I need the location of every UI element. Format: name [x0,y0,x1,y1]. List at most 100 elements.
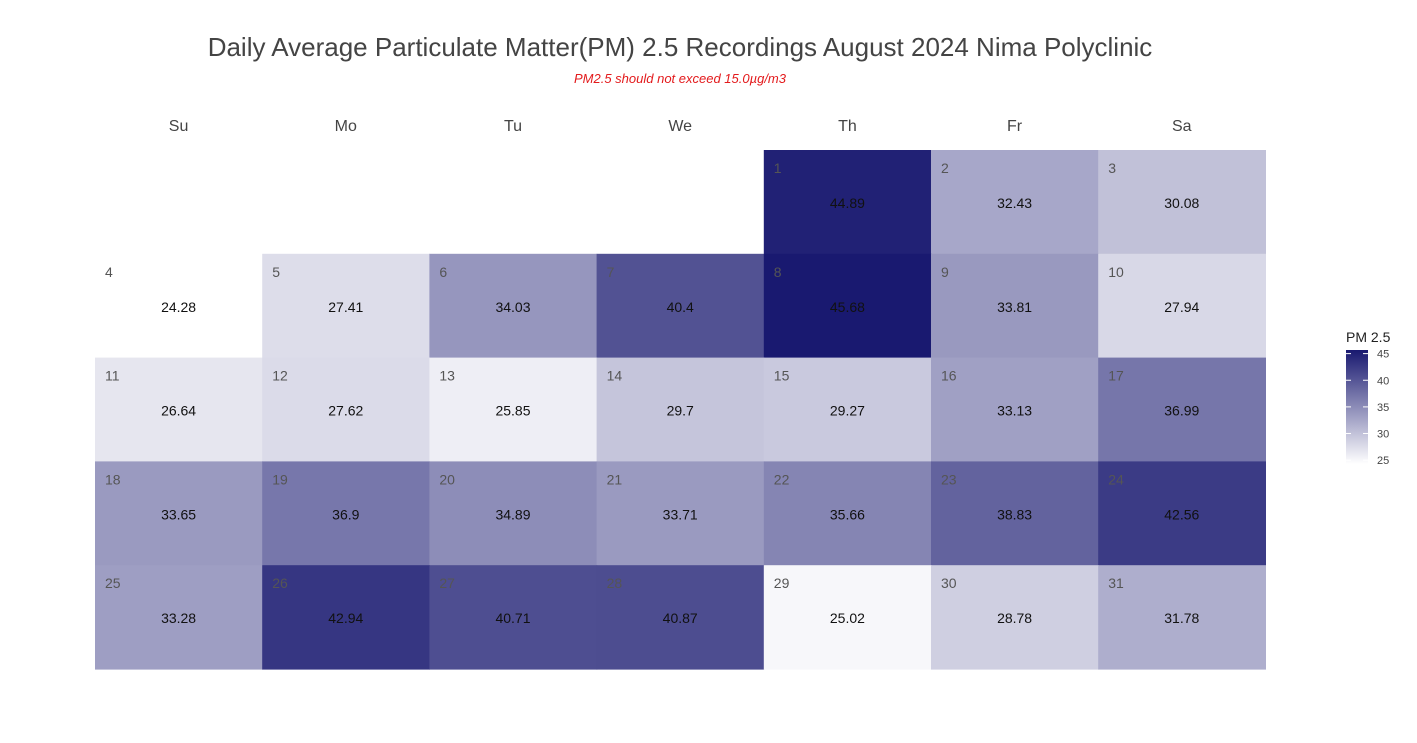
weekday-label-fr: Fr [1007,118,1023,135]
day-number: 31 [1108,575,1124,591]
legend-tick-label: 30 [1377,429,1389,441]
day-cell: 232.43 [931,150,1099,255]
day-value: 44.89 [830,195,865,211]
day-number: 17 [1108,368,1124,384]
day-cell-tile [763,461,932,566]
day-number: 7 [607,264,615,280]
day-cell-tile [429,253,598,359]
day-cell-tile [596,565,765,670]
day-number: 10 [1108,264,1124,280]
day-number: 8 [774,264,782,280]
day-value: 28.78 [997,610,1032,626]
day-number: 25 [105,575,121,591]
day-cell: 25 33.28 [95,565,263,670]
day-cell: 14 29.7 [596,357,765,462]
day-cell-tile [596,461,765,566]
day-value: 27.94 [1164,299,1199,315]
day-cell-tile [596,253,765,359]
day-cell: 740.4 [596,253,765,359]
day-cell: 330.08 [1098,150,1266,255]
day-cell-tile [262,461,430,566]
weekday-label-sa: Sa [1172,118,1192,135]
day-cell-tile [1098,253,1266,359]
day-number: 12 [272,368,288,384]
day-value: 33.81 [997,299,1032,315]
day-cell: 17 36.99 [1098,357,1266,462]
legend-tick-label: 35 [1377,402,1389,414]
day-value: 30.08 [1164,195,1199,211]
day-cell: 22 35.66 [763,461,932,566]
day-cell: 24 42.56 [1098,461,1266,566]
day-cell: 10 27.94 [1098,253,1266,359]
day-cell: 13 25.85 [429,357,598,462]
day-number: 5 [272,264,280,280]
day-number: 13 [439,368,455,384]
day-number: 28 [607,575,623,591]
day-value: 36.99 [1164,403,1199,419]
day-value: 25.02 [830,610,865,626]
day-number: 4 [105,264,113,280]
day-cell: 634.03 [429,253,598,359]
day-value: 33.65 [161,506,196,522]
day-number: 27 [439,575,455,591]
day-cell: 15 29.27 [763,357,932,462]
day-number: 29 [774,575,790,591]
day-cell-tile [262,357,430,462]
legend-tick-label: 25 [1377,455,1389,467]
day-number: 11 [105,368,120,384]
day-cell-tile [262,565,430,670]
day-number: 6 [439,264,447,280]
day-cell-tile [596,357,765,462]
chart-title: Daily Average Particulate Matter(PM) 2.5… [207,32,1153,62]
legend-tick-label: 40 [1377,375,1389,387]
weekday-labels: Su Mo Tu We Th Fr Sa [169,118,1192,135]
legend-colorbar [1346,350,1368,464]
weekday-label-tu: Tu [504,118,522,135]
day-cell: 27 40.71 [429,565,598,670]
day-cell-tile [931,565,1099,670]
day-number: 18 [105,471,121,487]
day-cell: 31 31.78 [1098,565,1266,670]
day-cell-tile [763,253,932,359]
day-cell-tile [262,253,430,359]
day-value: 32.43 [997,195,1032,211]
day-number: 24 [1108,471,1124,487]
day-cell-tile [95,461,263,566]
day-cell-tile [95,253,263,359]
day-value: 34.89 [495,506,530,522]
day-number: 9 [941,264,949,280]
day-number: 23 [941,471,957,487]
day-value: 34.03 [495,299,530,315]
day-cell-tile [763,357,932,462]
day-number: 21 [607,471,623,487]
day-number: 2 [941,160,949,176]
day-cell: 424.28 [95,253,263,359]
day-cell-tile [1098,565,1266,670]
day-value: 25.85 [495,403,530,419]
day-cell-tile [1098,357,1266,462]
day-number: 3 [1108,160,1116,176]
day-cell: 12 27.62 [262,357,430,462]
day-cell-tile [763,150,932,255]
weekday-label-su: Su [169,118,189,135]
legend-tick-label: 45 [1377,349,1389,361]
day-cell-tile [429,565,598,670]
weekday-label-mo: Mo [335,118,357,135]
day-value: 42.56 [1164,506,1199,522]
day-value: 29.27 [830,403,865,419]
day-cell: 30 28.78 [931,565,1099,670]
day-cell-tile [931,150,1099,255]
day-cell: 527.41 [262,253,430,359]
day-number: 19 [272,471,288,487]
weekday-label-we: We [668,118,692,135]
day-number: 16 [941,368,957,384]
day-cell-tile [1098,461,1266,566]
day-value: 24.28 [161,299,196,315]
day-cell: 933.81 [931,253,1099,359]
weekday-label-th: Th [838,118,857,135]
day-value: 40.71 [495,610,530,626]
day-value: 33.71 [663,506,698,522]
day-cell: 18 33.65 [95,461,263,566]
day-number: 15 [774,368,790,384]
